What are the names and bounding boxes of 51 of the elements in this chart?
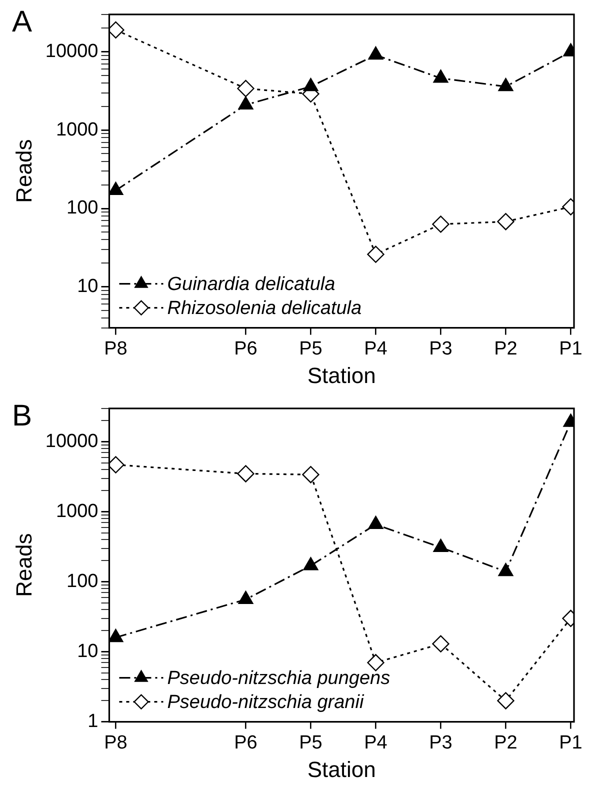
point <box>238 96 254 110</box>
y-tick-label: 100 <box>66 198 98 219</box>
x-tick-label: P5 <box>299 338 322 360</box>
point <box>497 213 514 230</box>
point <box>368 46 384 60</box>
text: B <box>12 399 32 432</box>
x-tick-label: P5 <box>299 732 322 754</box>
x-tick-label: P6 <box>234 338 258 360</box>
legend-label: Rhizosolenia delicatula <box>167 298 362 320</box>
point <box>368 516 384 530</box>
x-tick-label: P8 <box>104 732 128 754</box>
y-tick-label: 10000 <box>45 41 98 62</box>
point <box>432 635 450 652</box>
point <box>432 216 450 233</box>
x-tick-label: P6 <box>234 732 258 754</box>
text: A <box>12 5 32 38</box>
legend-label: Pseudo-nitzschia granii <box>167 692 364 714</box>
point <box>433 538 448 552</box>
point <box>238 590 254 604</box>
legend-label: Guinardia delicatula <box>167 274 336 296</box>
x-tick-label: P2 <box>494 338 518 360</box>
x-tick-label: P3 <box>429 338 452 360</box>
y-tick-label: 100 <box>66 571 98 592</box>
y-tick-label: 10000 <box>45 431 98 452</box>
point <box>303 78 318 92</box>
y-tick-label: 1000 <box>56 501 98 522</box>
x-tick-label: P4 <box>364 732 388 754</box>
y-axis-title: Reads <box>11 533 36 597</box>
point <box>109 628 124 642</box>
legend-label: Pseudo-nitzschia pungens <box>167 668 391 690</box>
x-tick-label: P3 <box>429 732 452 754</box>
y-tick-label: 10 <box>77 276 98 298</box>
point <box>109 182 124 196</box>
point <box>498 78 514 92</box>
point <box>497 692 514 710</box>
y-tick-label: 10 <box>77 641 98 662</box>
x-axis-title: Station <box>307 362 376 388</box>
point <box>498 562 514 576</box>
x-tick-label: P2 <box>494 732 518 754</box>
point <box>367 654 384 672</box>
x-axis-title: Station <box>307 756 376 782</box>
x-tick-label: P1 <box>559 732 582 754</box>
point <box>433 70 448 83</box>
point <box>303 557 318 570</box>
y-axis-title: Reads <box>11 139 36 203</box>
y-tick-label: 1 <box>88 711 98 732</box>
point <box>367 246 384 263</box>
y-tick-label: 1000 <box>56 119 98 140</box>
x-tick-label: P8 <box>104 338 128 360</box>
x-tick-label: P1 <box>559 338 582 360</box>
x-tick-label: P4 <box>364 338 388 360</box>
